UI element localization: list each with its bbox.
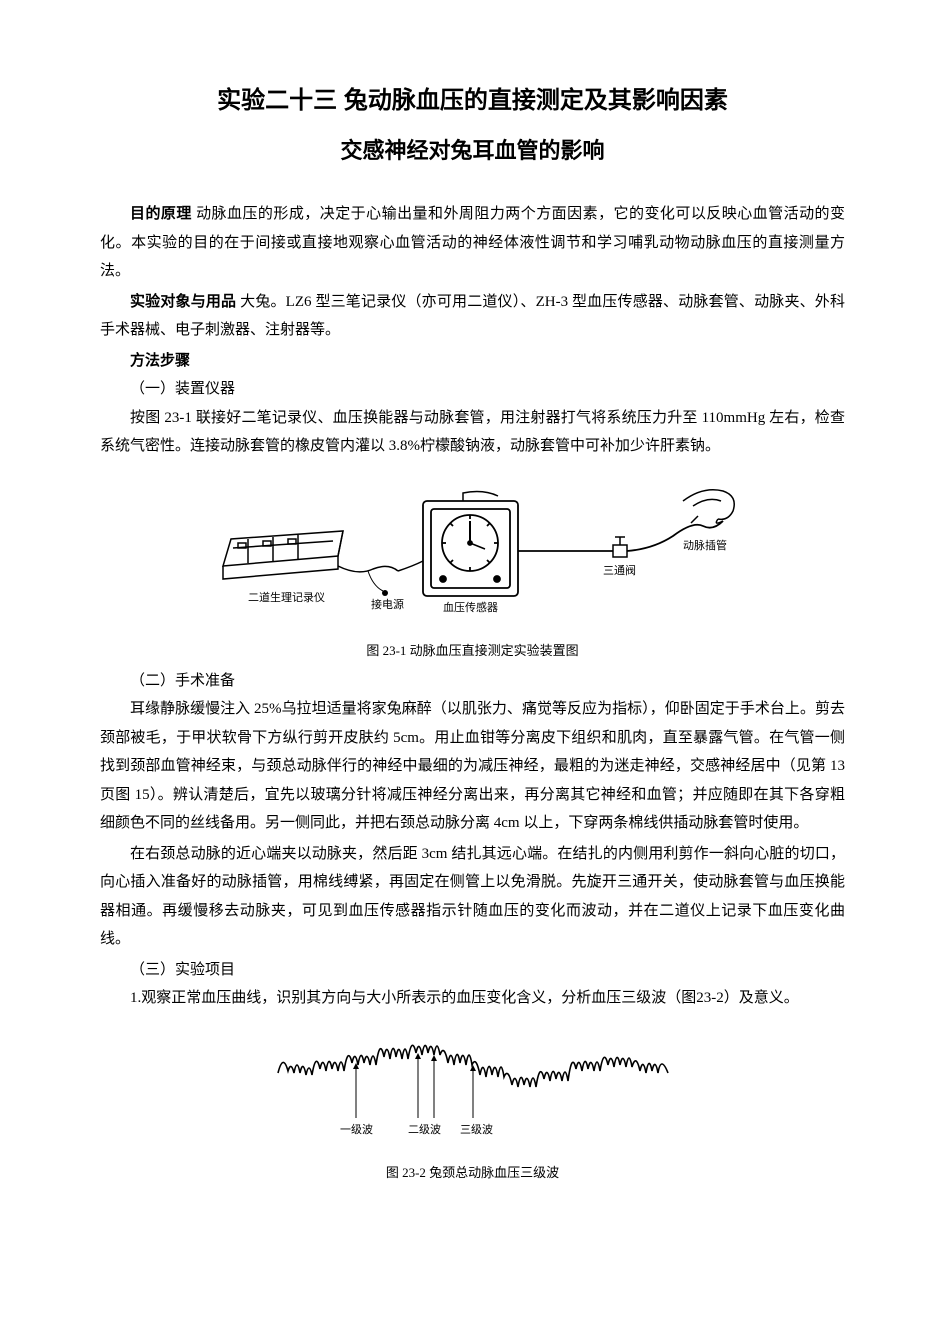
purpose-label: 目的原理 [130,205,192,222]
main-title: 实验二十三 兔动脉血压的直接测定及其影响因素 [100,80,845,115]
step2-text2: 在右颈总动脉的近心端夹以动脉夹，然后距 3cm 结扎其远心端。在结扎的内侧用利剪… [100,840,845,954]
method-label-line: 方法步骤 [100,347,845,376]
fig2-label-wave2: 二级波 [408,1123,441,1136]
step2-label: （二）手术准备 [100,667,845,696]
step1-label: （一）装置仪器 [100,375,845,404]
fig2-label-wave1: 一级波 [340,1123,373,1136]
purpose-paragraph: 目的原理 动脉血压的形成，决定于心输出量和外周阻力两个方面因素，它的变化可以反映… [100,200,845,286]
fig1-label-valve: 三通阀 [603,563,636,577]
figure-1-caption: 图 23-1 动脉血压直接测定实验装置图 [100,640,845,659]
fig2-label-wave3: 三级波 [460,1123,493,1136]
wave-diagram-icon: 一级波 二级波 三级波 [258,1023,688,1153]
fig1-label-sensor: 血压传感器 [443,600,498,614]
figure-2-caption: 图 23-2 兔颈总动脉血压三级波 [100,1162,845,1181]
materials-paragraph: 实验对象与用品 大兔。LZ6 型三笔记录仪（亦可用二道仪）、ZH-3 型血压传感… [100,288,845,345]
method-label: 方法步骤 [130,352,190,369]
step1-text: 按图 23-1 联接好二笔记录仪、血压换能器与动脉套管，用注射器打气将系统压力升… [100,404,845,461]
apparatus-diagram-icon: 二道生理记录仪 接电源 血压传感器 三通阀 动脉插管 [193,471,753,631]
fig1-label-cannula: 动脉插管 [683,538,727,552]
step3-label: （三）实验项目 [100,956,845,985]
fig1-label-power: 接电源 [371,597,404,611]
step3-text: 1.观察正常血压曲线，识别其方向与大小所表示的血压变化含义，分析血压三级波（图2… [100,984,845,1013]
purpose-text: 动脉血压的形成，决定于心输出量和外周阻力两个方面因素，它的变化可以反映心血管活动… [100,206,845,279]
fig1-label-recorder: 二道生理记录仪 [248,590,325,604]
step2-text1: 耳缘静脉缓慢注入 25%乌拉坦适量将家兔麻醉（以肌张力、痛觉等反应为指标），仰卧… [100,695,845,838]
materials-label: 实验对象与用品 [130,293,236,310]
figure-2: 一级波 二级波 三级波 图 23-2 兔颈总动脉血压三级波 [100,1023,845,1181]
sub-title: 交感神经对兔耳血管的影响 [100,133,845,165]
figure-1: 二道生理记录仪 接电源 血压传感器 三通阀 动脉插管 图 23-1 动脉血压直接… [100,471,845,659]
